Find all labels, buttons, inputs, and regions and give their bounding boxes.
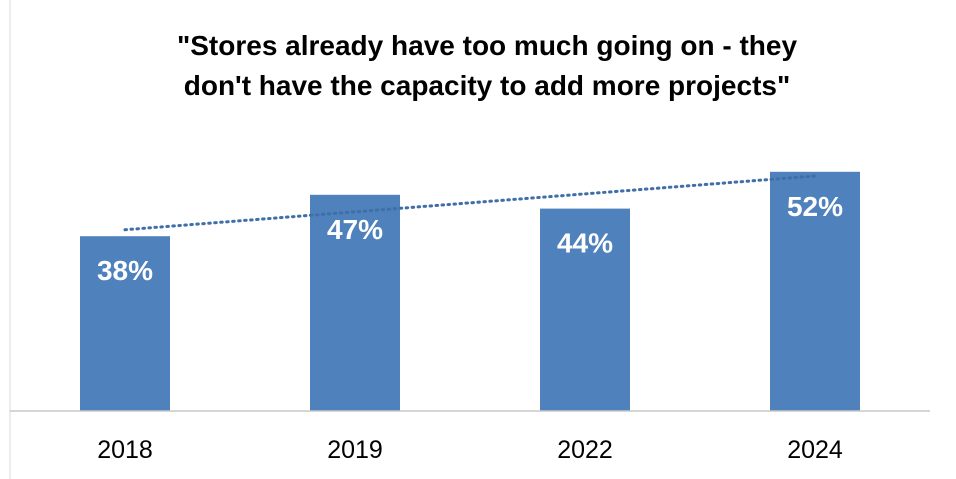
bars-group <box>80 171 860 411</box>
x-tick-label-2022: 2022 <box>557 436 613 464</box>
x-tick-labels-group: 2018 2019 2022 2024 <box>97 436 843 464</box>
data-label-2018: 38% <box>97 255 153 286</box>
data-label-2022: 44% <box>557 228 613 259</box>
data-label-2019: 47% <box>327 214 383 245</box>
x-tick-label-2018: 2018 <box>97 436 153 464</box>
bar-2022 <box>540 208 630 411</box>
x-tick-label-2024: 2024 <box>787 436 843 464</box>
x-tick-label-2019: 2019 <box>327 436 383 464</box>
bar-2018 <box>80 236 170 411</box>
bar-2019 <box>310 194 400 411</box>
chart-title-line-2: don't have the capacity to add more proj… <box>184 70 791 101</box>
bar-2024 <box>770 171 860 411</box>
trendline-group <box>123 174 817 232</box>
trendline <box>123 174 817 232</box>
chart-title-line-1: "Stores already have too much going on -… <box>177 30 797 61</box>
data-label-2024: 52% <box>787 191 843 222</box>
data-labels-group: 38% 47% 44% 52% <box>97 191 843 286</box>
